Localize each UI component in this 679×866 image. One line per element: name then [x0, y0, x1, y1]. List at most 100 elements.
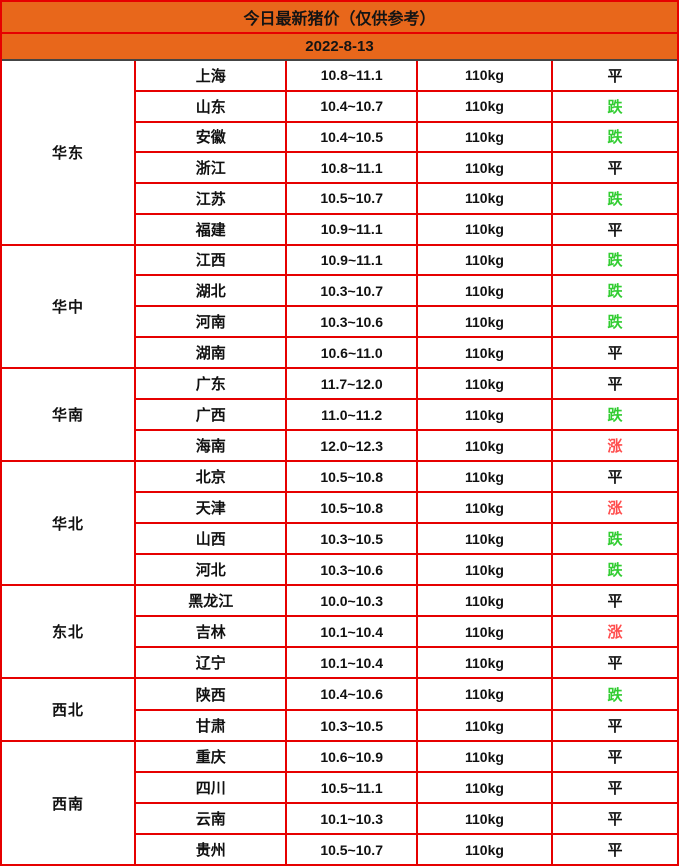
table-row: 湖北 10.3~10.7 110kg 跌 — [136, 274, 677, 306]
table-row: 黑龙江 10.0~10.3 110kg 平 — [136, 586, 677, 616]
trend-cell: 跌 — [607, 407, 623, 425]
province-cell: 广东 — [136, 369, 288, 399]
trend-cell: 跌 — [607, 314, 623, 332]
region-group: 西北 陕西 10.4~10.6 110kg 跌甘肃 10.3~10.5 110kg 平 — [2, 677, 677, 741]
province-cell: 山西 — [136, 524, 288, 554]
weight-cell: 110kg — [418, 307, 554, 337]
weight-cell: 110kg — [418, 835, 554, 864]
table-date: 2022-8-13 — [2, 34, 677, 61]
region-rows: 广东 11.7~12.0 110kg 平广西 11.0~11.2 110kg 跌海南 12.0… — [136, 369, 677, 461]
table-title: 今日最新猪价（仅供参考） — [2, 2, 677, 34]
region-rows: 重庆 10.6~10.9 110kg 平四川 10.5~11.1 110kg 平云南 10.1… — [136, 742, 677, 864]
price-range-cell: 10.1~10.4 — [287, 648, 418, 678]
trend-cell: 平 — [607, 469, 623, 487]
trend-cell: 跌 — [607, 252, 623, 270]
region-rows: 江西 10.9~11.1 110kg 跌湖北 10.3~10.7 110kg 跌河南 10.3… — [136, 245, 677, 368]
price-range-cell: 10.3~10.6 — [287, 307, 418, 337]
trend-cell: 平 — [607, 593, 623, 611]
table-row: 贵州 10.5~10.7 110kg 平 — [136, 833, 677, 864]
region-label: 华中 — [2, 245, 136, 368]
weight-cell: 110kg — [418, 679, 554, 709]
table-row: 辽宁 10.1~10.4 110kg 平 — [136, 646, 677, 678]
trend-cell: 平 — [607, 749, 623, 767]
weight-cell: 110kg — [418, 153, 554, 182]
price-range-cell: 10.3~10.5 — [287, 524, 418, 554]
province-cell: 重庆 — [136, 742, 288, 772]
region-label: 华东 — [2, 61, 136, 244]
province-cell: 浙江 — [136, 153, 288, 182]
price-range-cell: 10.5~10.7 — [287, 184, 418, 213]
table-row: 广西 11.0~11.2 110kg 跌 — [136, 398, 677, 430]
price-range-cell: 10.4~10.5 — [287, 122, 418, 152]
weight-cell: 110kg — [418, 773, 554, 803]
table-row: 重庆 10.6~10.9 110kg 平 — [136, 742, 677, 772]
province-cell: 辽宁 — [136, 648, 288, 678]
table-row: 海南 12.0~12.3 110kg 涨 — [136, 429, 677, 461]
region-group: 华中 江西 10.9~11.1 110kg 跌湖北 10.3~10.7 110kg 跌河南 10… — [2, 243, 677, 368]
weight-cell: 110kg — [418, 184, 554, 213]
weight-cell: 110kg — [418, 648, 554, 678]
region-label: 东北 — [2, 586, 136, 678]
price-range-cell: 12.0~12.3 — [287, 431, 418, 461]
weight-cell: 110kg — [418, 462, 554, 492]
price-range-cell: 10.0~10.3 — [287, 586, 418, 616]
trend-cell: 跌 — [607, 531, 623, 549]
table-row: 山东 10.4~10.7 110kg 跌 — [136, 89, 677, 121]
trend-cell: 跌 — [607, 190, 623, 208]
weight-cell: 110kg — [418, 245, 554, 275]
province-cell: 四川 — [136, 773, 288, 803]
region-group: 华北 北京 10.5~10.8 110kg 平天津 10.5~10.8 110kg 涨山西 10… — [2, 460, 677, 585]
trend-cell: 跌 — [607, 562, 623, 580]
weight-cell: 110kg — [418, 214, 554, 244]
province-cell: 福建 — [136, 214, 288, 244]
province-cell: 吉林 — [136, 617, 288, 647]
province-cell: 陕西 — [136, 679, 288, 709]
table-row: 湖南 10.6~11.0 110kg 平 — [136, 336, 677, 368]
table-row: 安徽 10.4~10.5 110kg 跌 — [136, 120, 677, 152]
region-group: 华南 广东 11.7~12.0 110kg 平广西 11.0~11.2 110kg 跌海南 12… — [2, 367, 677, 461]
table-row: 甘肃 10.3~10.5 110kg 平 — [136, 708, 677, 741]
weight-cell: 110kg — [418, 617, 554, 647]
region-label: 华南 — [2, 369, 136, 461]
table-row: 河北 10.3~10.6 110kg 跌 — [136, 553, 677, 585]
weight-cell: 110kg — [418, 369, 554, 399]
weight-cell: 110kg — [418, 122, 554, 152]
weight-cell: 110kg — [418, 710, 554, 741]
table-row: 云南 10.1~10.3 110kg 平 — [136, 802, 677, 834]
price-range-cell: 10.6~10.9 — [287, 742, 418, 772]
trend-cell: 平 — [607, 718, 623, 736]
price-range-cell: 10.3~10.7 — [287, 276, 418, 306]
region-rows: 陕西 10.4~10.6 110kg 跌甘肃 10.3~10.5 110kg 平 — [136, 679, 677, 741]
price-range-cell: 10.1~10.3 — [287, 804, 418, 834]
weight-cell: 110kg — [418, 61, 554, 90]
price-range-cell: 10.4~10.7 — [287, 91, 418, 121]
weight-cell: 110kg — [418, 555, 554, 585]
price-range-cell: 10.3~10.6 — [287, 555, 418, 585]
price-range-cell: 10.6~11.0 — [287, 338, 418, 368]
trend-cell: 平 — [607, 345, 623, 363]
trend-cell: 平 — [607, 376, 623, 394]
trend-cell: 跌 — [607, 283, 623, 301]
province-cell: 安徽 — [136, 122, 288, 152]
price-table-body: 华东 上海 10.8~11.1 110kg 平山东 10.4~10.7 110kg 跌安徽 10… — [2, 61, 677, 864]
weight-cell: 110kg — [418, 742, 554, 772]
table-row: 广东 11.7~12.0 110kg 平 — [136, 369, 677, 399]
trend-cell: 跌 — [607, 686, 623, 704]
price-range-cell: 10.3~10.5 — [287, 710, 418, 741]
price-range-cell: 10.5~10.8 — [287, 493, 418, 523]
province-cell: 江苏 — [136, 184, 288, 213]
table-row: 天津 10.5~10.8 110kg 涨 — [136, 491, 677, 523]
region-label: 西北 — [2, 679, 136, 741]
province-cell: 天津 — [136, 493, 288, 523]
price-range-cell: 10.5~10.7 — [287, 835, 418, 864]
price-range-cell: 10.5~10.8 — [287, 462, 418, 492]
trend-cell: 平 — [607, 160, 623, 178]
province-cell: 贵州 — [136, 835, 288, 864]
weight-cell: 110kg — [418, 338, 554, 368]
province-cell: 上海 — [136, 61, 288, 90]
trend-cell: 跌 — [607, 98, 623, 116]
trend-cell: 跌 — [607, 129, 623, 147]
price-range-cell: 10.8~11.1 — [287, 61, 418, 90]
weight-cell: 110kg — [418, 276, 554, 306]
